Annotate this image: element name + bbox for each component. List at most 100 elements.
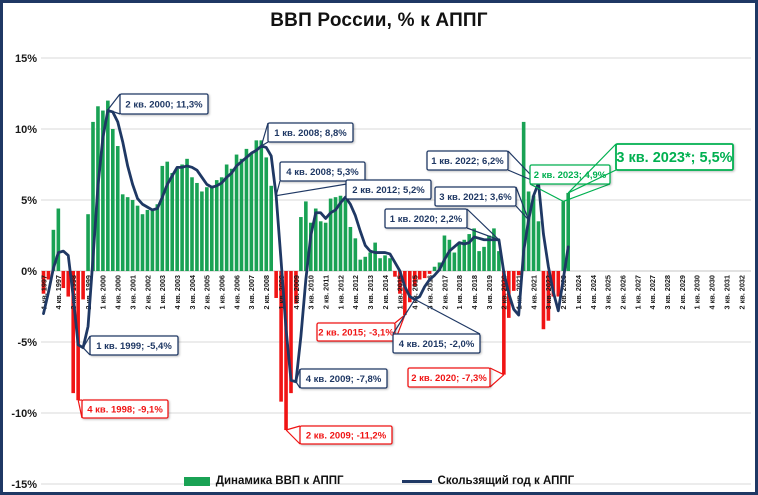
x-axis-label: 2 кв. 2005 [203, 275, 212, 310]
annotation-box [615, 143, 734, 171]
annotation-label: 4 кв. 2009; -7,8% [306, 374, 382, 385]
gdp-bar [259, 140, 264, 271]
annotation-label: 2 кв. 2009; -11,2% [306, 431, 387, 442]
bar-series-swatch [183, 476, 210, 486]
annotation-label: 3 кв. 2023*; 5,5% [616, 150, 732, 166]
gdp-bar [368, 252, 372, 271]
gdp-bar [556, 271, 561, 297]
gdp-bar [180, 164, 184, 271]
gdp-bar [145, 209, 150, 271]
gdp-bar [492, 228, 496, 271]
gdp-bar [511, 271, 516, 291]
x-axis-label: 4 кв. 2027 [648, 275, 657, 310]
annotation-leader-line [392, 299, 416, 335]
gdp-bar [516, 271, 521, 276]
gdp-bar [150, 208, 155, 271]
gdp-bar [115, 146, 120, 271]
line-series-swatch [401, 479, 432, 483]
annotation-leader-line [295, 381, 301, 389]
gdp-bar [210, 185, 214, 271]
x-axis-label: 3 кв. 2001 [128, 275, 137, 310]
gdp-bar [91, 121, 95, 272]
gdp-bar [393, 271, 397, 277]
x-axis-labels: 1 кв. 1997 4 кв. 1997 3 кв. 1998 2 кв. 1999… [39, 274, 746, 309]
annotation-leader-line [107, 93, 121, 111]
x-axis-label: 2 кв. 2029 [678, 275, 687, 310]
gdp-chart-plot: 15% 10% 5% 0% -5% -10% -15% 1 кв. 1997 4 кв. 199… [11, 53, 751, 491]
x-axis-label: 2 кв. 2008 [262, 275, 271, 310]
x-axis-label: 2 кв. 2023 [559, 275, 568, 310]
gdp-bar [452, 252, 457, 271]
x-axis-label: 1 кв. 2030 [693, 275, 702, 310]
gdp-bar [264, 157, 269, 271]
gdp-bar [185, 158, 189, 271]
gdp-bar [61, 271, 66, 289]
y-axis-label: -5% [17, 337, 37, 349]
x-axis-label: 2 кв. 2002 [143, 275, 152, 310]
gdp-bar [46, 271, 51, 280]
gdp-bar [81, 271, 85, 300]
gdp-bar [51, 229, 56, 271]
gdp-bar [299, 217, 303, 271]
gdp-bar [190, 177, 194, 271]
gdp-bar [214, 180, 219, 271]
y-axis-label: 0% [21, 266, 37, 278]
gdp-bar [462, 239, 467, 271]
annotation-leader-line [567, 143, 617, 194]
gdp-bar [56, 208, 61, 271]
annotation-leader-line [82, 335, 91, 349]
x-axis-label: 3 кв. 2028 [663, 275, 672, 310]
gdp-bar [378, 258, 382, 271]
annotation-leader-line [107, 109, 121, 115]
gdp-bar [432, 266, 437, 271]
gdp-bar [269, 185, 273, 271]
annotation-callout: 2 кв. 2012; 5,2% [344, 179, 432, 200]
annotation-callout: 4 кв. 1998; -9,1% [77, 399, 169, 419]
gdp-bar [254, 140, 259, 271]
line-series-rolling-year [42, 109, 570, 384]
annotation-box [316, 322, 396, 342]
y-axis-label: -10% [11, 408, 37, 420]
gdp-bar [71, 271, 75, 394]
gdp-bar [408, 271, 412, 303]
gdp-bar [398, 271, 402, 294]
annotation-leader-line [466, 208, 500, 241]
gdp-bar [101, 110, 105, 271]
x-axis-label: 1 кв. 2015 [396, 275, 405, 310]
gdp-bar [417, 271, 422, 280]
x-axis-label: 4 кв. 2024 [589, 274, 598, 309]
annotation-label: 1 кв. 2008; 8,8% [274, 128, 347, 139]
x-axis-label: 3 кв. 2031 [722, 275, 731, 310]
gdp-bar [442, 235, 447, 271]
annotation-leader-line [563, 183, 611, 202]
annotation-callout: 2 кв. 2000; 11,3% [107, 93, 209, 115]
gdp-bar [318, 221, 323, 271]
annotation-leader-line [489, 367, 505, 376]
x-axis-label: 2 кв. 1999 [84, 275, 93, 310]
annotation-callout: 4 кв. 2015; -2,0% [392, 298, 481, 354]
annotation-label: 2 кв. 2012; 5,2% [352, 185, 425, 196]
x-axis-label: 1 кв. 2027 [633, 275, 642, 310]
gdp-bar [477, 251, 481, 271]
annotation-leader-line [515, 205, 530, 221]
gdp-bar [328, 198, 333, 271]
x-axis-label: 2 кв. 2017 [440, 275, 449, 310]
annotation-leader-line [567, 169, 617, 194]
annotation-label: 2 кв. 2015; -3,1% [318, 328, 394, 339]
gdp-bar [323, 222, 328, 271]
x-axis-label: 1 кв. 2024 [574, 274, 583, 309]
y-axis-label: 5% [21, 195, 37, 207]
gdp-bar [120, 194, 125, 271]
gdp-bar [274, 271, 278, 298]
annotation-label: 3 кв. 2021; 3,6% [439, 192, 512, 203]
annotation-box [89, 335, 179, 356]
gdp-bar [472, 228, 476, 271]
annotation-box [299, 425, 393, 445]
gdp-bar [86, 214, 90, 271]
gdp-bar [546, 271, 551, 321]
gdp-bar [239, 158, 244, 271]
annotation-callout: 1 кв. 2022; 6,2% [426, 150, 539, 184]
x-axis-label: 4 кв. 1997 [54, 275, 63, 310]
x-axis-label: 3 кв. 2013 [366, 275, 375, 310]
annotation-label: 4 кв. 2015; -2,0% [399, 339, 475, 350]
